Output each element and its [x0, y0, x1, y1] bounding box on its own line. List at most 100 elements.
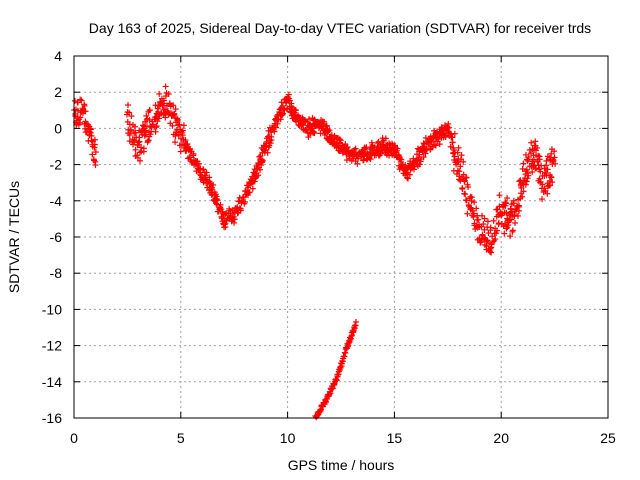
data-point	[172, 139, 179, 146]
data-point	[237, 205, 244, 212]
data-point	[446, 124, 453, 131]
data-point	[543, 170, 550, 177]
data-point	[451, 130, 458, 137]
data-point	[131, 123, 138, 130]
data-point	[190, 152, 197, 159]
data-point	[306, 116, 313, 123]
data-point	[541, 165, 548, 172]
data-point	[126, 132, 133, 139]
data-point	[490, 217, 497, 224]
data-point	[242, 198, 249, 205]
data-point	[432, 142, 439, 149]
y-tick-label: -6	[50, 229, 63, 245]
data-point	[141, 132, 148, 139]
y-tick-label: 4	[54, 48, 62, 64]
data-point	[352, 145, 359, 152]
y-tick-label: -12	[42, 338, 62, 354]
data-point	[150, 121, 157, 128]
data-point	[488, 249, 495, 256]
data-point	[463, 174, 470, 181]
data-point	[462, 191, 469, 198]
data-point	[551, 148, 558, 155]
x-tick-label: 20	[493, 430, 509, 446]
data-point	[140, 148, 147, 155]
data-point	[279, 102, 286, 109]
data-point	[463, 197, 470, 204]
data-point	[539, 196, 546, 203]
data-point	[155, 115, 162, 122]
data-point	[354, 160, 361, 167]
x-tick-label: 15	[387, 430, 403, 446]
data-point	[152, 114, 159, 121]
data-point	[136, 134, 143, 141]
data-point	[128, 126, 135, 133]
data-point	[549, 179, 556, 186]
data-point	[529, 169, 536, 176]
data-point	[257, 166, 264, 173]
data-point	[172, 132, 179, 139]
data-point	[180, 122, 187, 129]
data-point	[386, 152, 393, 159]
data-point	[342, 141, 349, 148]
y-tick-label: 2	[54, 84, 62, 100]
data-point	[464, 181, 471, 188]
data-point	[177, 148, 184, 155]
data-point	[175, 122, 182, 129]
data-point	[507, 209, 514, 216]
data-point	[87, 129, 94, 136]
y-tick-label: -10	[42, 301, 62, 317]
x-axis-label: GPS time / hours	[288, 457, 395, 473]
data-point	[292, 107, 299, 114]
data-point	[534, 144, 541, 151]
data-point	[536, 156, 543, 163]
data-point	[377, 150, 384, 157]
data-point	[234, 210, 241, 217]
data-point	[142, 127, 149, 134]
y-tick-label: -16	[42, 410, 62, 426]
data-point	[533, 165, 540, 172]
data-point	[445, 120, 452, 127]
y-tick-label: -8	[50, 265, 63, 281]
data-point	[268, 136, 275, 143]
data-point	[477, 239, 484, 246]
data-point	[471, 199, 478, 206]
data-point	[274, 112, 281, 119]
data-point	[277, 116, 284, 123]
data-point	[218, 206, 225, 213]
data-point	[337, 137, 344, 144]
data-point	[382, 135, 389, 142]
data-point	[450, 144, 457, 151]
data-point	[520, 188, 527, 195]
data-point	[530, 156, 537, 163]
x-tick-label: 5	[177, 430, 185, 446]
data-point	[548, 150, 555, 157]
data-point	[417, 158, 424, 165]
data-point	[410, 166, 417, 173]
data-point	[321, 118, 328, 125]
x-tick-label: 10	[280, 430, 296, 446]
data-point	[547, 182, 554, 189]
data-point	[165, 91, 172, 98]
data-point	[420, 154, 427, 161]
data-point	[416, 161, 423, 168]
data-point	[131, 138, 138, 145]
data-point	[449, 134, 456, 141]
data-point	[182, 137, 189, 144]
data-point	[469, 207, 476, 214]
data-point	[473, 205, 480, 212]
data-point	[128, 113, 135, 120]
data-point	[146, 107, 153, 114]
data-point	[503, 200, 510, 207]
data-point	[325, 128, 332, 135]
data-point	[259, 157, 266, 164]
data-point	[82, 108, 89, 115]
data-point	[520, 160, 527, 167]
data-point	[245, 189, 252, 196]
data-point	[525, 172, 532, 179]
data-point	[523, 166, 530, 173]
data-point	[77, 96, 84, 103]
data-point	[539, 181, 546, 188]
data-point	[475, 216, 482, 223]
data-point	[132, 129, 139, 136]
data-point	[454, 159, 461, 166]
